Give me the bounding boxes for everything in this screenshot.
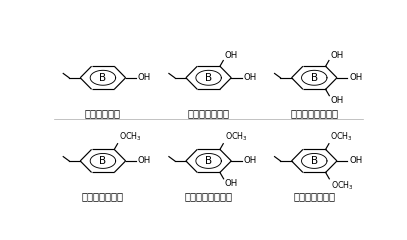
Text: OCH$_3$: OCH$_3$ [330,180,353,192]
Text: OH: OH [243,73,257,82]
Text: OCH$_3$: OCH$_3$ [119,131,142,143]
Text: 矮天牛定（紫红）: 矮天牛定（紫红） [185,191,232,201]
Text: B: B [311,73,318,83]
Text: B: B [311,156,318,166]
Text: B: B [205,156,212,166]
Text: OH: OH [330,51,344,60]
Text: 飞燕草花（蓝紫）: 飞燕草花（蓝紫） [290,108,338,118]
Text: OH: OH [243,156,257,165]
Text: 天竹（猒红）: 天竹（猒红） [85,108,121,118]
Text: 芍药花（玫红）: 芍药花（玫红） [82,191,124,201]
Text: OH: OH [138,156,151,165]
Text: OH: OH [138,73,151,82]
Text: OH: OH [349,73,362,82]
Text: B: B [99,73,107,83]
Text: OCH$_3$: OCH$_3$ [225,131,247,143]
Text: OH: OH [225,51,238,60]
Text: 矢车菊（绯红）: 矢车菊（绯红） [188,108,230,118]
Text: OH: OH [225,180,238,188]
Text: OCH$_3$: OCH$_3$ [330,131,353,143]
Text: 锦葵素（淡紫）: 锦葵素（淡紫） [293,191,335,201]
Text: OH: OH [330,96,344,105]
Text: B: B [205,73,212,83]
Text: B: B [99,156,107,166]
Text: OH: OH [349,156,362,165]
